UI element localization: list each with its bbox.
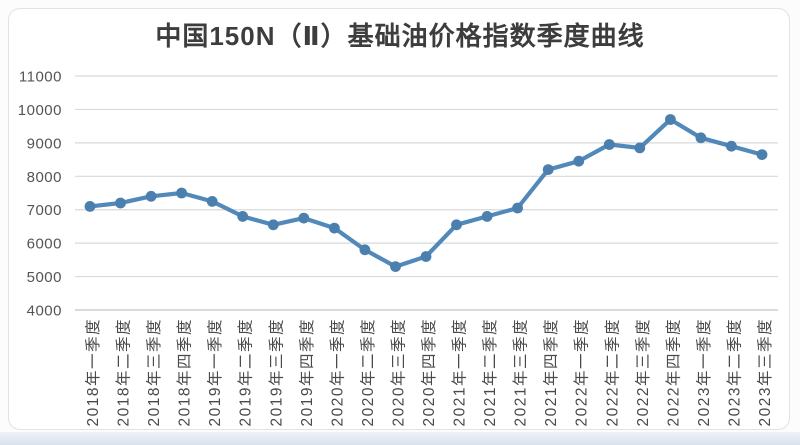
x-axis-tick-label: 2020年二季度	[359, 318, 377, 426]
y-axis-tick-label: 7000	[27, 202, 62, 219]
data-point-marker	[512, 202, 523, 214]
x-axis-tick-label: 2019年三季度	[267, 318, 285, 426]
x-axis-tick-label: 2018年四季度	[176, 318, 194, 426]
x-axis-tick-label: 2019年一季度	[206, 318, 224, 426]
x-axis-tick-label: 2020年一季度	[328, 318, 346, 426]
x-axis-tick-label: 2018年三季度	[145, 318, 163, 426]
x-axis-tick-label: 2022年四季度	[664, 318, 682, 426]
chart-title: 中国150N（Ⅱ）基础油价格指数季度曲线	[155, 21, 645, 51]
x-axis-tick-label: 2020年四季度	[420, 318, 438, 426]
bottom-strip	[0, 432, 800, 445]
data-point-marker	[390, 261, 401, 272]
data-point-marker	[665, 114, 676, 125]
data-point-marker	[145, 190, 157, 202]
x-axis-tick-label: 2019年四季度	[298, 318, 316, 426]
x-axis-tick-label: 2023年一季度	[695, 318, 713, 426]
data-point-marker	[726, 140, 737, 152]
x-axis-tick-label: 2020年三季度	[389, 318, 407, 426]
data-point-marker	[451, 219, 462, 231]
data-point-marker	[481, 211, 493, 222]
data-point-marker	[573, 155, 585, 167]
y-axis-tick-label: 9000	[27, 135, 62, 152]
data-point-marker	[695, 132, 707, 144]
data-point-marker	[542, 164, 554, 176]
x-axis-tick-label: 2021年四季度	[542, 318, 560, 426]
x-axis-tick-label: 2023年三季度	[756, 318, 774, 426]
data-point-marker	[84, 201, 96, 212]
x-axis-tick-label: 2021年二季度	[481, 318, 499, 426]
x-axis-tick-label: 2023年二季度	[725, 318, 743, 426]
data-point-marker	[237, 211, 249, 222]
x-axis-tick-label: 2021年三季度	[512, 318, 530, 426]
x-axis-tick-label: 2018年一季度	[84, 318, 102, 426]
y-axis-tick-label: 6000	[27, 236, 62, 253]
x-axis-tick-label: 2021年一季度	[451, 318, 469, 426]
data-point-marker	[176, 187, 188, 199]
data-point-marker	[298, 212, 310, 224]
x-axis-tick-label: 2022年三季度	[634, 318, 652, 426]
data-point-marker	[206, 196, 218, 207]
x-axis-tick-label: 2022年二季度	[603, 318, 621, 426]
data-point-marker	[603, 139, 615, 150]
chart-card	[8, 8, 790, 430]
data-point-marker	[756, 149, 768, 161]
y-axis-tick-label: 4000	[27, 303, 62, 320]
y-axis-tick-label: 11000	[19, 69, 62, 86]
data-point-marker	[267, 219, 279, 231]
x-axis-tick-label: 2022年一季度	[573, 318, 591, 426]
y-axis-tick-label: 10000	[18, 102, 62, 119]
data-point-marker	[115, 197, 126, 209]
price-line	[87, 117, 765, 269]
x-axis-tick-label: 2018年二季度	[115, 318, 133, 426]
data-point-marker	[420, 251, 432, 262]
data-point-marker	[359, 244, 371, 256]
data-point-marker	[329, 222, 340, 234]
x-axis-tick-label: 2019年二季度	[237, 318, 255, 426]
y-axis-tick-label: 8000	[27, 169, 62, 186]
y-axis-tick-label: 5000	[27, 269, 62, 286]
data-point-marker	[634, 142, 646, 154]
